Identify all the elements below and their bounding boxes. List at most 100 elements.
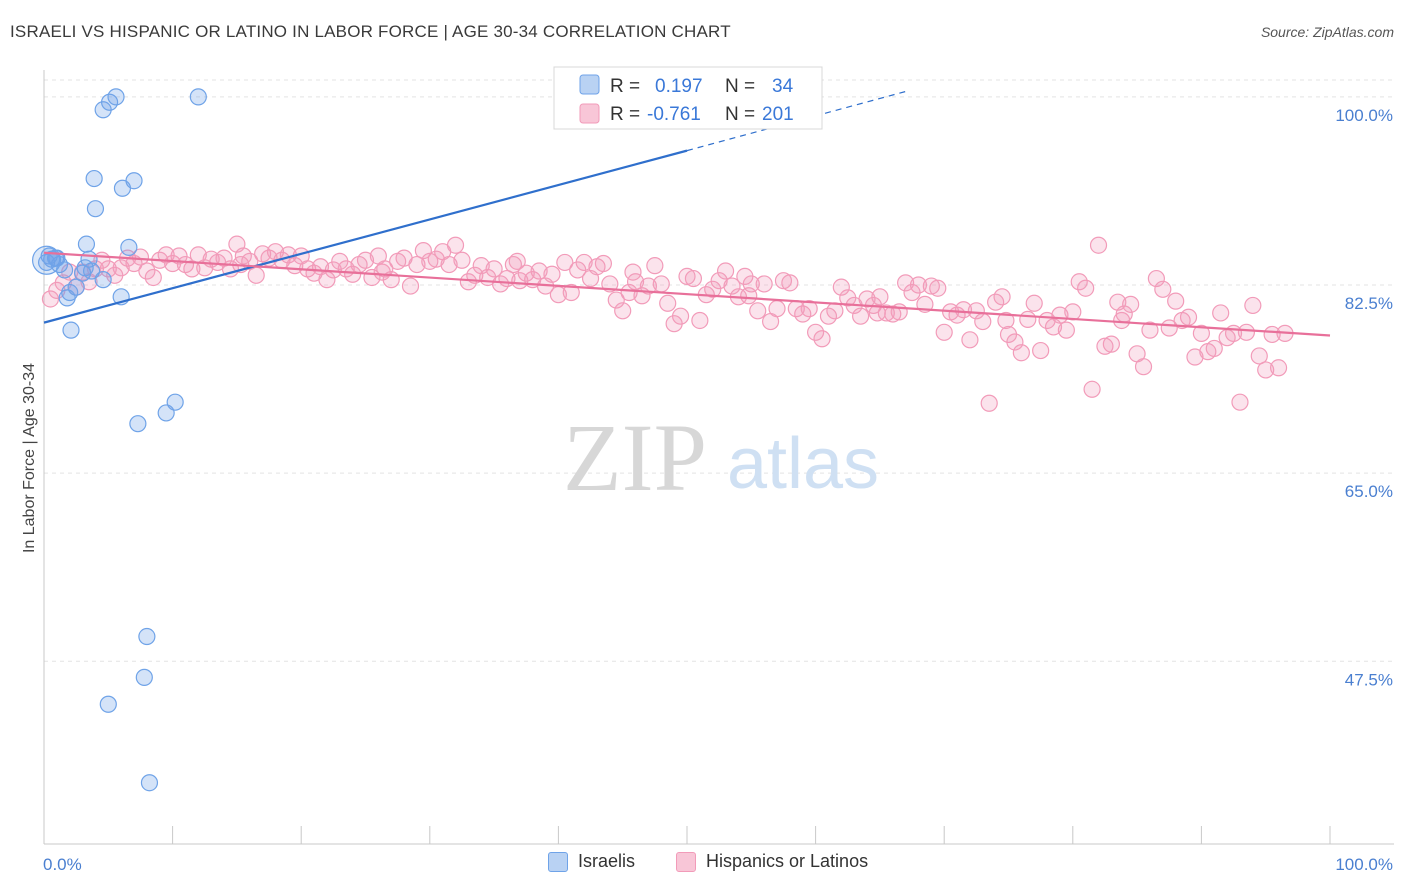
hispanics-point-16 — [144, 268, 162, 287]
israelis-point-24 — [129, 415, 147, 433]
hispanics-point-86 — [594, 254, 613, 273]
hispanics-point-14 — [131, 248, 150, 266]
israelis-trend-line — [43, 149, 688, 324]
legend-r-label-1: R = — [610, 76, 640, 97]
hispanics-point-58 — [414, 242, 432, 260]
hispanics-point-138 — [929, 279, 947, 297]
hispanics-point-135 — [909, 276, 928, 294]
legend-swatch-hispanics — [579, 103, 600, 124]
hispanics-point-57 — [408, 255, 426, 274]
hispanics-point-160 — [1070, 273, 1088, 291]
hispanics-point-110 — [749, 302, 767, 320]
hispanics-point-80 — [556, 253, 574, 272]
grid-lines — [44, 79, 1394, 662]
y-tick-label-2: 65.0% — [1345, 482, 1393, 501]
legend-n-label-1: N = — [725, 76, 755, 97]
israelis-point-16 — [94, 271, 112, 289]
hispanics-point-188 — [1250, 347, 1268, 365]
israelis-point-31 — [140, 774, 159, 792]
hispanics-point-179 — [1192, 324, 1211, 342]
hispanics-point-81 — [562, 283, 580, 302]
hispanics-point-76 — [530, 262, 548, 280]
hispanics-label: Hispanics or Latinos — [706, 851, 869, 871]
hispanics-point-177 — [1179, 308, 1198, 326]
hispanics-point-178 — [1186, 348, 1204, 366]
legend-r-label-2: R = — [610, 104, 640, 125]
hispanics-point-47 — [344, 265, 362, 283]
legend-swatch-israelis — [579, 74, 600, 95]
hispanics-point-105 — [716, 262, 735, 280]
hispanics-swatch — [676, 851, 696, 872]
hispanics-point-199 — [997, 311, 1015, 330]
hispanics-point-101 — [691, 311, 709, 330]
hispanics-point-83 — [575, 253, 593, 272]
x-tick-label-0: 0.0% — [43, 855, 82, 874]
hispanics-point-115 — [781, 274, 799, 292]
hispanics-point-162 — [1083, 380, 1101, 398]
hispanics-point-171 — [1141, 321, 1159, 339]
israelis-point-11 — [77, 235, 96, 253]
israelis-point-14 — [85, 169, 103, 188]
stats-legend: R = 0.197 N = 34 R = -0.761 N = 201 — [553, 66, 823, 130]
hispanics-point-187 — [1244, 296, 1262, 315]
hispanics-point-132 — [890, 303, 908, 321]
watermark-zip: ZIP — [563, 404, 707, 511]
hispanics-point-173 — [1154, 280, 1172, 298]
hispanics-point-96 — [659, 294, 677, 312]
hispanics-point-175 — [1167, 292, 1185, 310]
series-legend: Israelis Hispanics or Latinos — [0, 851, 1406, 879]
israelis-cluster-point — [31, 245, 62, 275]
hispanics-point-137 — [922, 277, 940, 295]
hispanics-point-126 — [852, 307, 870, 325]
hispanics-point-32 — [247, 266, 265, 284]
hispanics-point-142 — [954, 301, 973, 319]
hispanics-point-63 — [446, 236, 465, 254]
hispanics-point-98 — [671, 307, 690, 325]
y-tick-label-1: 82.5% — [1345, 294, 1393, 313]
y-tick-label-3: 47.5% — [1345, 670, 1393, 689]
hispanics-point-196 — [624, 263, 642, 281]
hispanics-point-103 — [704, 280, 722, 298]
hispanics-point-130 — [877, 304, 895, 322]
legend-item-hispanics: Hispanics or Latinos — [676, 851, 868, 872]
watermark-atlas: atlas — [727, 424, 879, 504]
hispanics-point-198 — [868, 304, 886, 322]
israelis-point-26 — [135, 668, 153, 686]
hispanics-point-139 — [935, 323, 953, 341]
hispanics-point-119 — [806, 323, 825, 341]
hispanics-point-20 — [170, 247, 188, 265]
hispanics-point-148 — [993, 288, 1011, 306]
hispanics-point-78 — [543, 265, 561, 283]
y-tick-label-0: 100.0% — [1335, 106, 1393, 125]
hispanics-point-100 — [684, 269, 703, 288]
hispanics-point-122 — [826, 302, 844, 320]
israelis-point-28 — [166, 393, 184, 411]
hispanics-point-118 — [800, 300, 818, 318]
axes — [43, 70, 1394, 845]
hispanics-point-123 — [832, 278, 850, 296]
hispanics-point-62 — [440, 255, 458, 274]
israelis-point-8 — [62, 321, 80, 339]
chart-source: Source: ZipAtlas.com — [1260, 24, 1394, 40]
israelis-points — [31, 88, 207, 792]
hispanics-point-170 — [1134, 358, 1153, 376]
hispanics-point-114 — [774, 272, 793, 290]
legend-r-value-2: -0.761 — [647, 104, 701, 125]
hispanics-point-65 — [459, 273, 477, 291]
hispanics-point-194 — [373, 263, 391, 281]
hispanics-point-27 — [215, 249, 233, 267]
hispanics-point-59 — [421, 252, 439, 270]
legend-n-value-1: 34 — [772, 76, 794, 97]
hispanics-point-56 — [401, 277, 420, 295]
hispanics-point-88 — [607, 291, 625, 309]
legend-n-label-2: N = — [725, 104, 755, 125]
hispanics-point-164 — [1096, 337, 1114, 355]
hispanics-point-106 — [723, 277, 741, 295]
y-axis-label: In Labor Force | Age 30-34 — [21, 363, 38, 553]
israelis-point-29 — [189, 88, 207, 106]
chart-title: ISRAELI VS HISPANIC OR LATINO IN LABOR F… — [10, 22, 731, 41]
israelis-point-9 — [67, 278, 85, 296]
hispanics-point-161 — [1077, 279, 1095, 297]
hispanics-point-133 — [897, 274, 915, 292]
